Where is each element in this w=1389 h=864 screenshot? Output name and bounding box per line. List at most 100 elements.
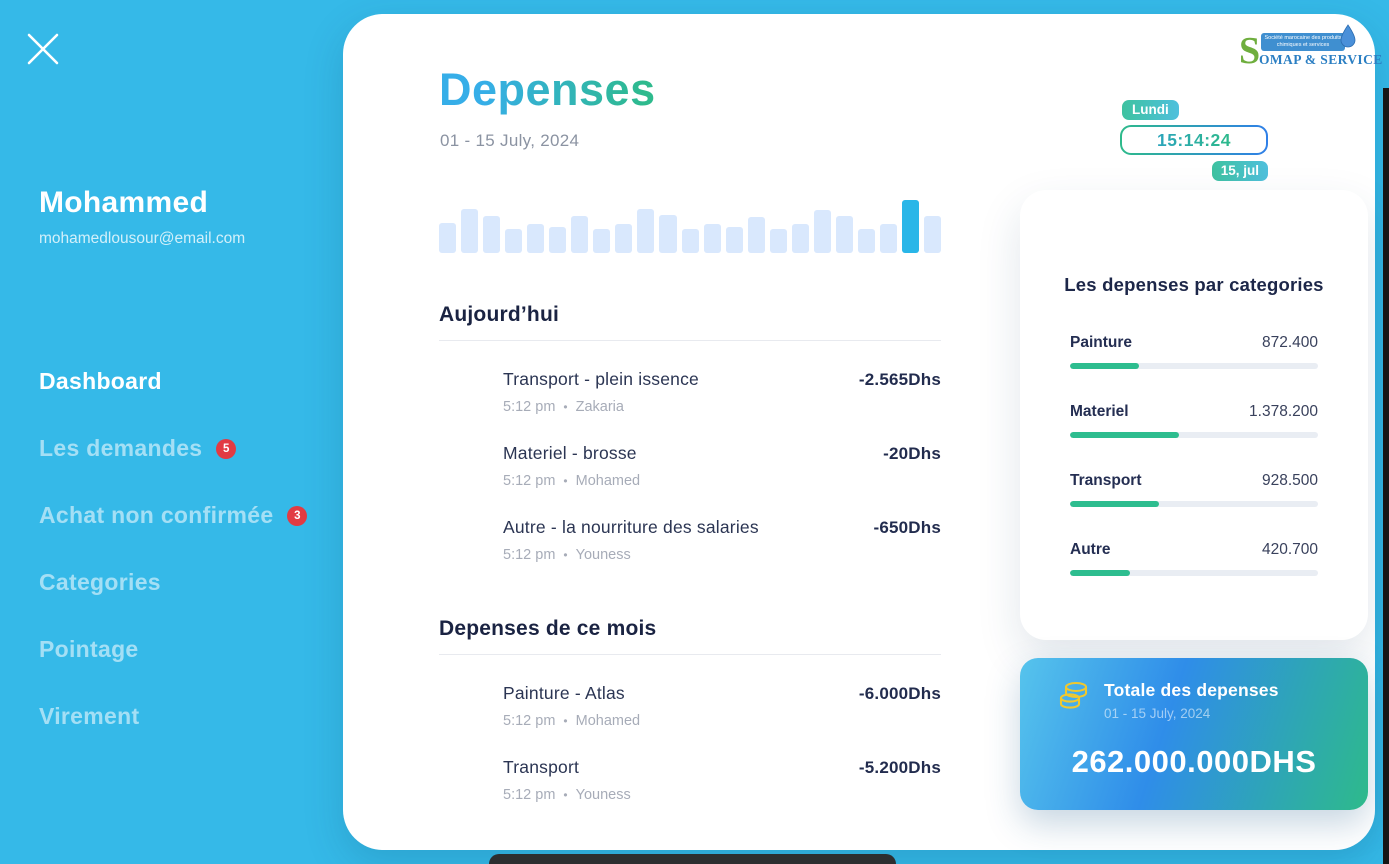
chart-bar — [439, 223, 457, 253]
transaction-amount: -20Dhs — [883, 444, 941, 463]
right-edge-bezel — [1383, 88, 1389, 864]
dot-separator: • — [563, 788, 568, 802]
category-label: Painture — [1070, 334, 1133, 351]
categories-list: Painture 872.400 Materiel 1.378.200 Transpor… — [1020, 334, 1368, 576]
chart-bar — [637, 209, 655, 253]
chart-bar — [703, 223, 721, 253]
day-badge: Lundi — [1122, 100, 1179, 120]
user-name: Mohammed — [39, 186, 209, 219]
dot-separator: • — [563, 474, 568, 488]
coins-icon — [1056, 678, 1092, 714]
main-left-column: Aujourd’hui Transport - plein issence 5:1… — [439, 200, 942, 803]
total-card-date: 01 - 15 July, 2024 — [1104, 706, 1211, 721]
user-email: mohamedlousour@email.com — [39, 230, 246, 247]
close-button[interactable] — [22, 28, 64, 70]
transaction-info: Painture - Atlas 5:12 pm • Mohamed — [439, 683, 640, 729]
category-label: Materiel — [1070, 403, 1129, 420]
clock-time: 15:14:24 — [1156, 129, 1232, 150]
sidebar-item-pointage[interactable]: Pointage — [39, 636, 307, 663]
categories-panel-title: Les depenses par categories — [1064, 274, 1324, 295]
category-value: 872.400 — [1261, 334, 1318, 351]
user-profile: Mohammed mohamedlousour@email.com — [39, 186, 245, 248]
chart-bar — [857, 229, 875, 253]
transaction-time: 5:12 pm — [503, 787, 556, 803]
dot-separator: • — [563, 714, 568, 728]
sidebar-item-categories[interactable]: Categories — [39, 569, 307, 596]
transaction-list: Painture - Atlas 5:12 pm • Mohamed -6.000Dhs… — [439, 683, 941, 803]
notification-badge: 3 — [287, 505, 308, 526]
category-progress-fill — [1070, 570, 1130, 576]
transaction-time: 5:12 pm — [503, 713, 556, 729]
sidebar-item-label: Les demandes — [39, 435, 203, 461]
sidebar-item-label: Virement — [39, 703, 140, 729]
transaction-title: Materiel - brosse — [503, 443, 637, 463]
transaction-time: 5:12 pm — [503, 399, 556, 415]
chart-bar — [879, 223, 897, 253]
category-progress-fill — [1070, 501, 1160, 507]
divider — [439, 340, 941, 341]
transaction-time: 5:12 pm — [503, 473, 556, 489]
chart-bar — [659, 214, 677, 253]
category-head: Materiel 1.378.200 — [1070, 403, 1318, 421]
transaction-meta: 5:12 pm • Youness — [503, 547, 759, 563]
chart-bar — [593, 229, 611, 253]
chart-bar — [681, 229, 699, 253]
category-head: Autre 420.700 — [1070, 541, 1318, 559]
transaction-row[interactable]: Transport 5:12 pm • Youness -5.200Dhs — [439, 757, 941, 803]
logo-tagline: Société marocaine des produits chimiques… — [1261, 33, 1345, 52]
transaction-row[interactable]: Painture - Atlas 5:12 pm • Mohamed -6.000Dhs — [439, 683, 941, 729]
chart-bar — [549, 227, 567, 253]
transaction-row[interactable]: Materiel - brosse 5:12 pm • Mohamed -20Dhs — [439, 443, 941, 489]
date-badge: 15, jul — [1211, 161, 1268, 181]
chart-bar — [615, 223, 633, 253]
total-card-title: Totale des depenses — [1104, 680, 1279, 700]
transaction-meta: 5:12 pm • Youness — [503, 787, 631, 803]
bottom-sheet-handle[interactable] — [489, 854, 896, 864]
chart-bar — [769, 229, 787, 253]
transaction-row[interactable]: Transport - plein issence 5:12 pm • Zakaria… — [439, 369, 941, 415]
transaction-meta: 5:12 pm • Mohamed — [503, 713, 640, 729]
transaction-title: Transport - plein issence — [503, 369, 699, 389]
sidebar-item-achat-non-confirmee[interactable]: Achat non confirmée 3 — [39, 502, 308, 529]
transaction-person: Youness — [575, 547, 631, 563]
category-row: Painture 872.400 — [1070, 334, 1318, 369]
total-expenses-card: Totale des depenses 01 - 15 July, 2024 2… — [1020, 658, 1368, 810]
category-progress-track — [1070, 501, 1318, 507]
transaction-row[interactable]: Autre - la nourriture des salaries 5:12 p… — [439, 517, 941, 563]
chart-bar — [924, 215, 942, 253]
sidebar-item-dashboard[interactable]: Dashboard — [39, 368, 307, 395]
section-title: Depenses de ce mois — [439, 617, 657, 640]
notification-badge: 5 — [216, 438, 237, 459]
category-row: Materiel 1.378.200 — [1070, 403, 1318, 438]
clock-widget: Lundi 15:14:24 15, jul — [1120, 100, 1268, 181]
section-month: Depenses de ce mois Painture - Atlas 5:12… — [439, 617, 941, 803]
main-panel: Depenses 01 - 15 July, 2024 S Société ma… — [343, 14, 1382, 850]
category-progress-track — [1070, 432, 1318, 438]
category-progress-fill — [1070, 363, 1140, 369]
transaction-info: Transport 5:12 pm • Youness — [439, 757, 631, 803]
category-value: 928.500 — [1261, 472, 1318, 489]
transaction-person: Zakaria — [575, 399, 624, 415]
spending-bar-chart — [439, 200, 942, 253]
somap-logo: S Société marocaine des produits chimiqu… — [1239, 24, 1382, 76]
transaction-list: Transport - plein issence 5:12 pm • Zakaria… — [439, 369, 941, 563]
sidebar-item-les-demandes[interactable]: Les demandes 5 — [39, 435, 307, 462]
chart-bar — [571, 215, 589, 253]
sidebar: Mohammed mohamedlousour@email.com Dashbo… — [0, 0, 343, 864]
category-value: 420.700 — [1261, 541, 1318, 558]
transaction-title: Autre - la nourriture des salaries — [503, 517, 759, 537]
chart-bar — [527, 223, 545, 253]
transaction-person: Youness — [575, 787, 631, 803]
transaction-amount: -650Dhs — [873, 518, 941, 537]
chart-bar — [505, 229, 523, 253]
category-progress-fill — [1070, 432, 1180, 438]
section-today: Aujourd’hui Transport - plein issence 5:1… — [439, 303, 941, 563]
transaction-person: Mohamed — [575, 713, 641, 729]
transaction-meta: 5:12 pm • Mohamed — [503, 473, 640, 489]
category-label: Transport — [1070, 472, 1142, 489]
category-progress-track — [1070, 363, 1318, 369]
chart-bar — [483, 215, 501, 253]
sidebar-item-virement[interactable]: Virement — [39, 703, 307, 730]
transaction-title: Painture - Atlas — [503, 683, 625, 703]
transaction-info: Materiel - brosse 5:12 pm • Mohamed — [439, 443, 640, 489]
